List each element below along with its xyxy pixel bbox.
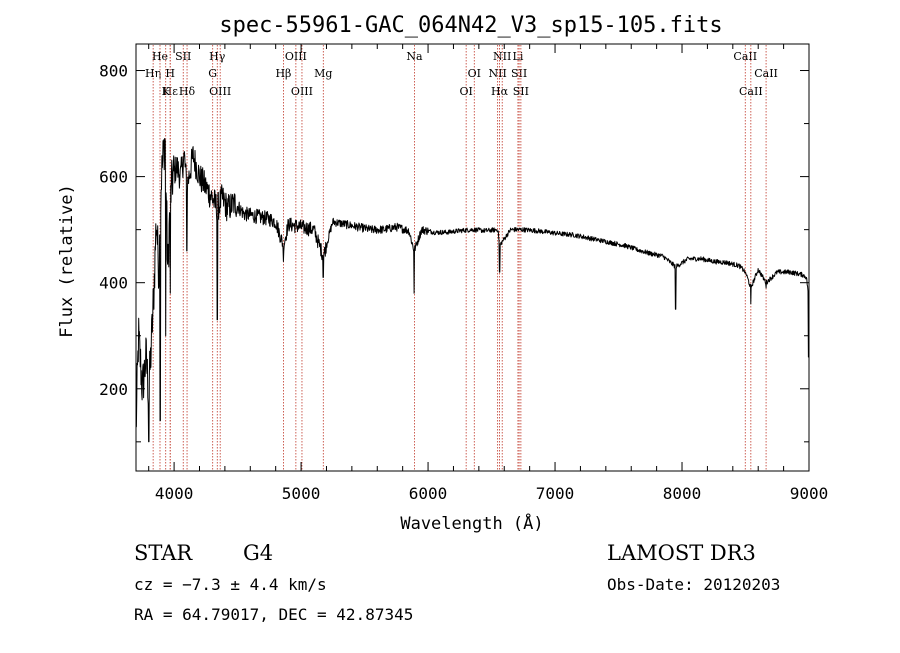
line-marker-label-15: OI: [459, 85, 472, 98]
line-marker-label-8: G: [208, 67, 217, 80]
spectrum-line: [135, 138, 810, 443]
y-tick-label: 600: [99, 168, 128, 187]
spectrum-layer: [135, 138, 810, 443]
redshift-text: cz = −7.3 ± 4.4 km/s: [134, 575, 327, 594]
x-tick-label: 9000: [790, 484, 829, 503]
line-marker-label-23: CaII: [733, 50, 757, 63]
plot-frame: [135, 43, 810, 472]
y-tick-label: 400: [99, 274, 128, 293]
line-marker-label-16: OI: [468, 67, 481, 80]
line-marker-label-17: NII: [488, 67, 506, 80]
line-marker-label-20: Li: [513, 50, 524, 63]
y-tick-label: 200: [99, 380, 128, 399]
coordinates: RA = 64.79017, DEC = 42.87345: [134, 605, 413, 624]
line-marker-label-4: H: [165, 67, 175, 80]
axis-ticks: 4000 5000 6000 7000 8000 9000 200 400 600 800: [99, 44, 828, 503]
line-marker-label-18: NII: [493, 50, 511, 63]
line-marker-label-9: OIII: [209, 85, 231, 98]
line-marker-label-24: CaII: [739, 85, 763, 98]
line-marker-label-2: He: [152, 50, 168, 63]
survey-name: LAMOST DR3: [607, 541, 756, 565]
line-marker-label-25: CaII: [754, 67, 778, 80]
line-marker-label-21: SII: [511, 67, 527, 80]
line-marker-label-22: SII: [513, 85, 529, 98]
x-tick-label: 4000: [155, 484, 194, 503]
line-marker-label-5: SII: [175, 50, 191, 63]
x-tick-label: 8000: [663, 484, 702, 503]
y-tick-label: 800: [99, 62, 128, 81]
line-marker-label-12: OIII: [291, 85, 313, 98]
line-marker-label-1: Hη: [145, 67, 161, 80]
line-marker-label-3: K: [162, 85, 171, 98]
line-marker-label-13: Mg: [314, 67, 332, 80]
line-marker-label-10: Hβ: [275, 67, 291, 80]
x-tick-label: 5000: [282, 484, 321, 503]
x-tick-label: 6000: [409, 484, 448, 503]
line-marker-label-19: Hα: [491, 85, 509, 98]
line-marker-label-7: Hγ: [209, 50, 226, 63]
chart-title: spec-55961-GAC_064N42_V3_sp15-105.fits: [219, 13, 722, 38]
line-marker-label-11: OIII: [285, 50, 307, 63]
x-tick-label: 7000: [536, 484, 575, 503]
x-axis-label: Wavelength (Å): [400, 512, 543, 534]
line-marker-label-6: Hδ: [179, 85, 196, 98]
object-subclass: G4: [243, 541, 273, 565]
y-axis-label: Flux (relative): [57, 184, 77, 338]
obs-date: Obs-Date: 20120203: [607, 575, 780, 594]
object-class: STAR: [134, 541, 193, 565]
line-marker-label-14: Na: [406, 50, 423, 63]
